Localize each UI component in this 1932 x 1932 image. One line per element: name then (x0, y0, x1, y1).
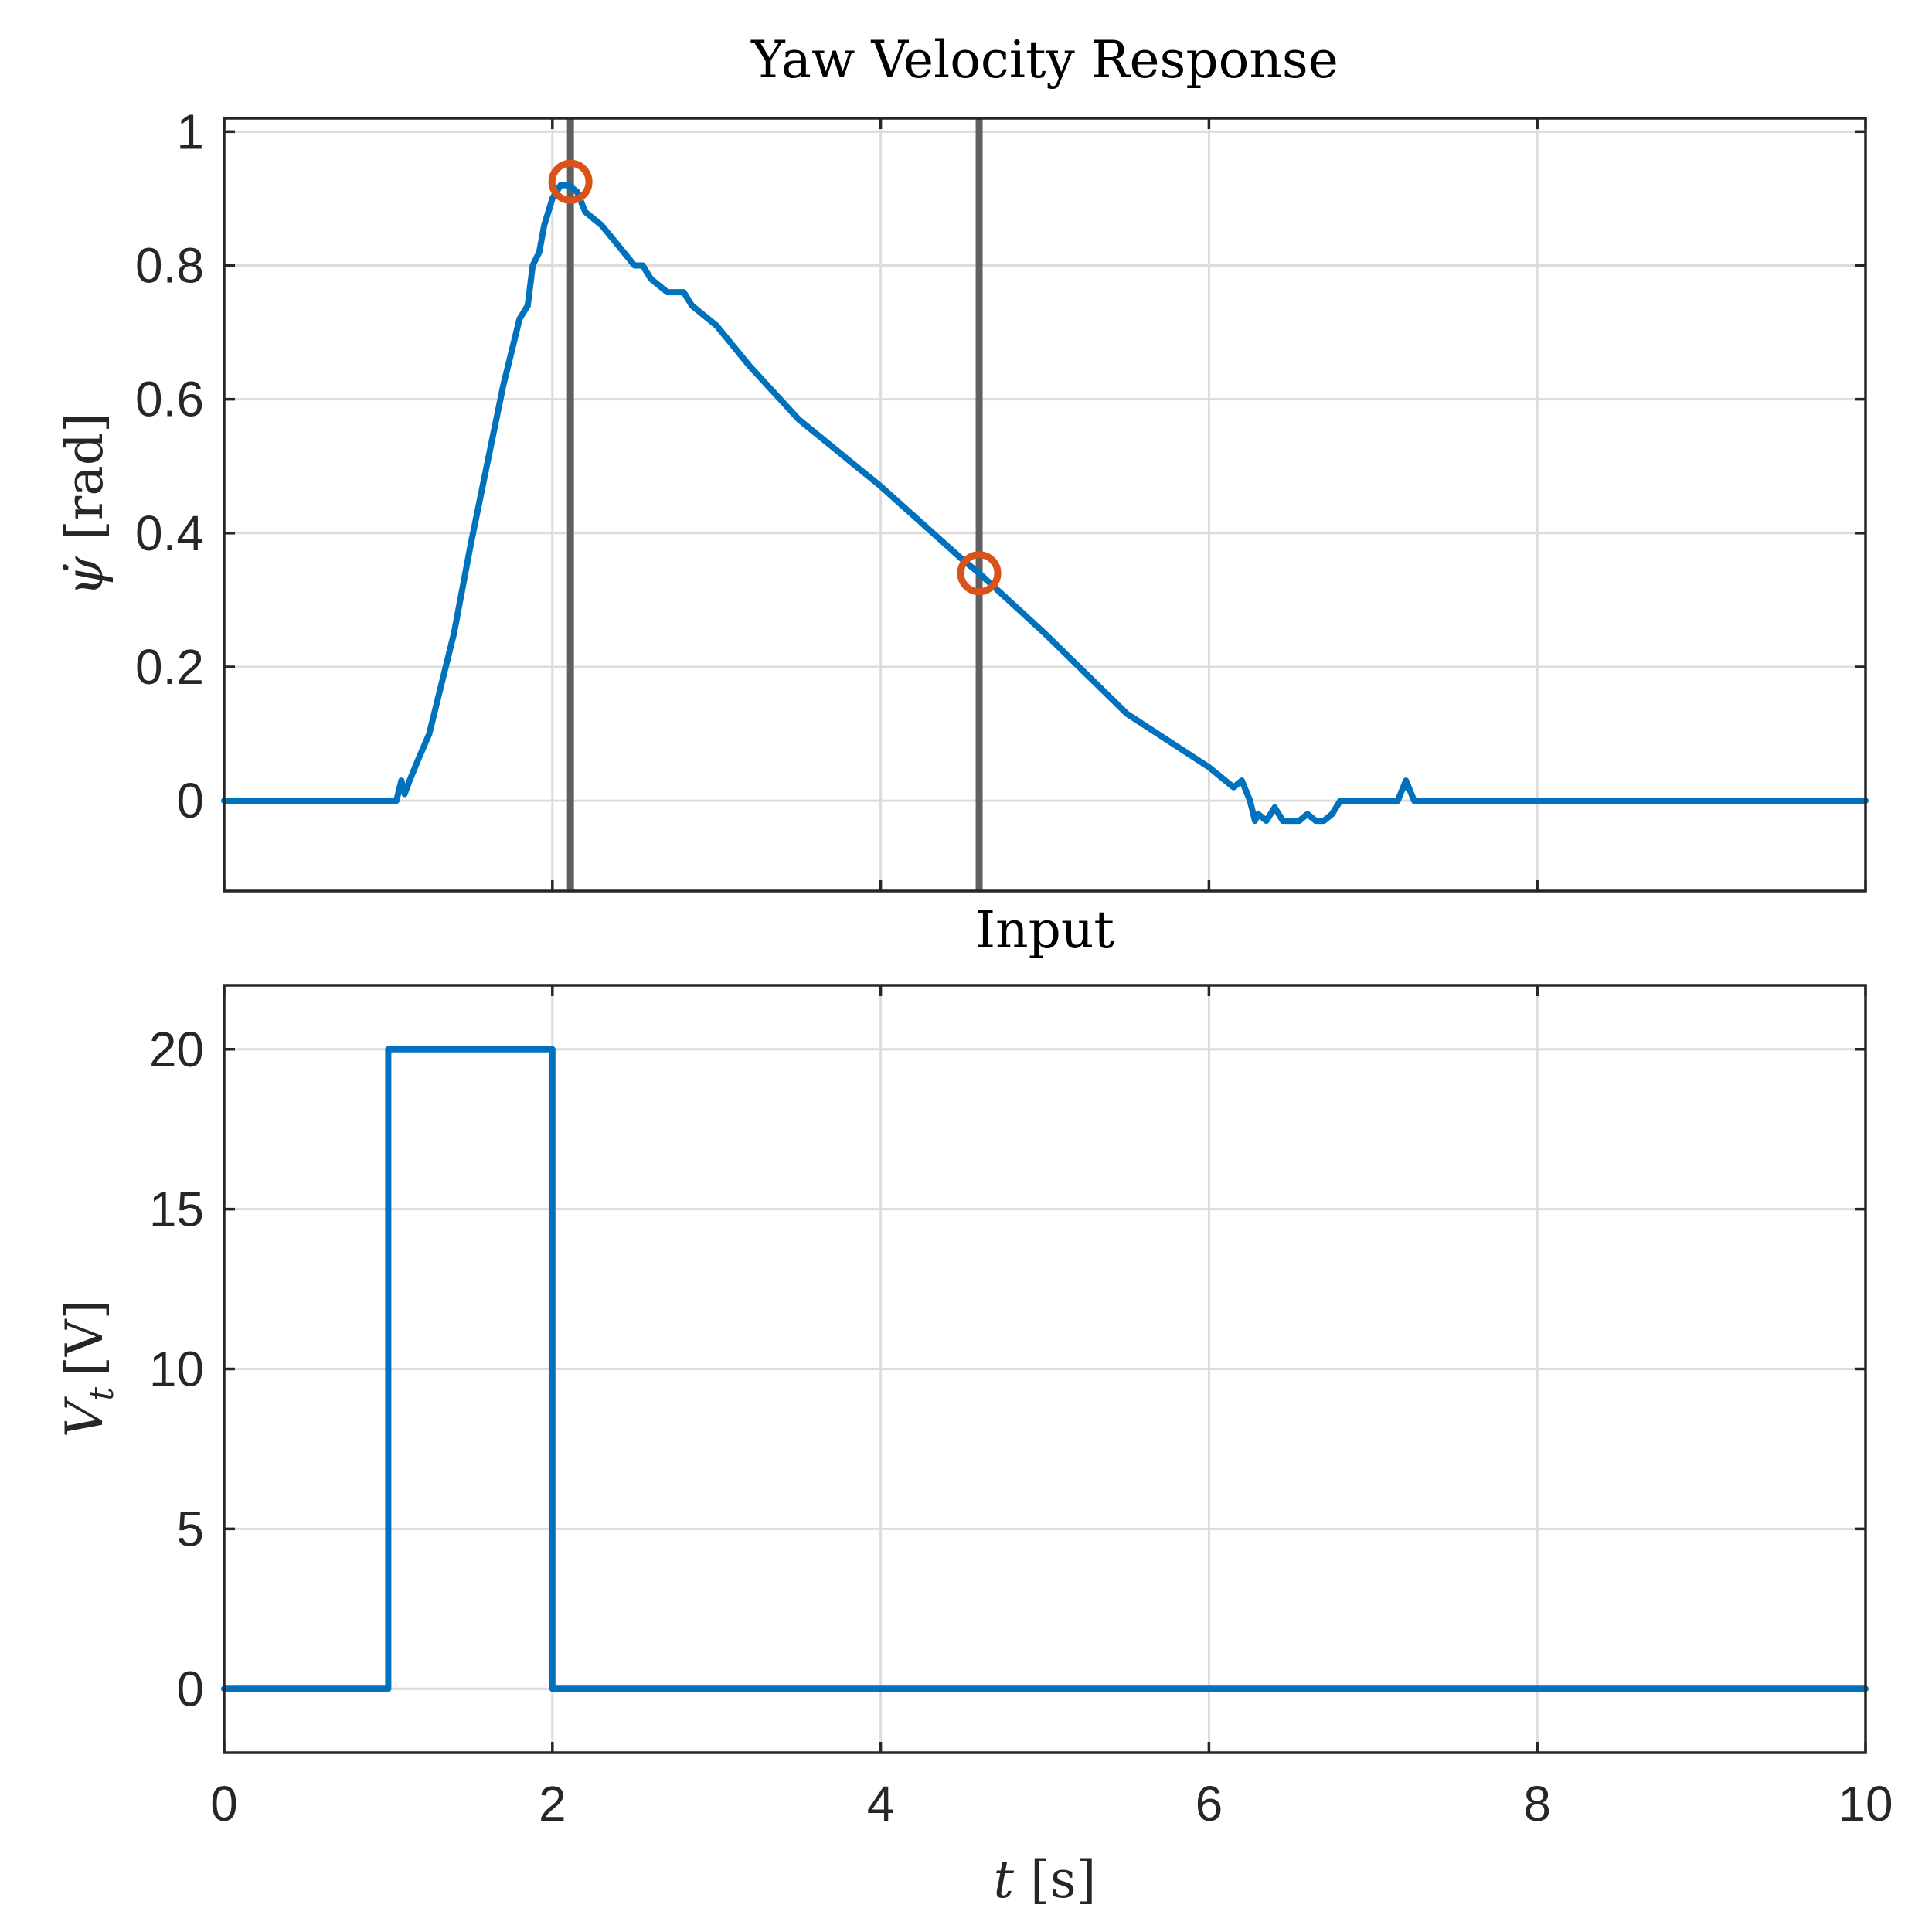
input-xtick-label: 8 (1523, 1776, 1551, 1832)
input-xtick-label: 0 (210, 1776, 238, 1832)
input-ticks: 0 2 4 6 8 10 0 5 10 15 20 (149, 985, 1893, 1832)
input-ytick-label: 15 (149, 1182, 204, 1237)
yaw-velocity-series-line (221, 182, 1869, 825)
input-ylabel: Vt [V] (55, 1300, 121, 1438)
yaw-velocity-ylabel-symbol: ψ̇ (55, 556, 114, 597)
yaw-velocity-axes: Yaw Velocity Response 0 0.2 0.4 0.6 0.8 1 ψ̇ … (55, 30, 1869, 893)
yaw-velocity-grid (224, 118, 1866, 891)
input-series (221, 1046, 1869, 1692)
input-title: Input (975, 900, 1114, 960)
yaw-velocity-ytick-label: 0.4 (135, 505, 204, 561)
input-ytick-label: 20 (149, 1022, 204, 1077)
yaw-velocity-series (221, 182, 1869, 825)
input-axes: Input 0 2 4 6 8 10 0 5 10 15 20 Vt [V] t [s] (55, 900, 1893, 1910)
yaw-velocity-circle-marker (548, 159, 593, 204)
input-xtick-label: 4 (867, 1776, 895, 1832)
input-ytick-label: 0 (176, 1661, 204, 1716)
input-xlabel-unit: [s] (1030, 1850, 1096, 1910)
yaw-velocity-ytick-label: 0 (176, 773, 204, 828)
input-ylabel-symbol: V (55, 1396, 114, 1437)
input-series-line (221, 1046, 1869, 1692)
input-xlabel-symbol: t (994, 1850, 1015, 1910)
yaw-velocity-frame (223, 117, 1867, 893)
input-ytick-label: 5 (176, 1501, 204, 1556)
input-grid (224, 985, 1866, 1753)
input-xtick-label: 2 (539, 1776, 566, 1832)
input-xtick-label: 6 (1196, 1776, 1223, 1832)
yaw-velocity-ylabel: ψ̇ [rad] (55, 413, 114, 596)
yaw-velocity-markers-lines (566, 118, 983, 891)
yaw-velocity-ytick-label: 0.6 (135, 372, 204, 427)
yaw-velocity-circle-marker (957, 551, 1002, 596)
input-ylabel-subscript: t (82, 1387, 121, 1401)
input-ylabel-unit: [V] (55, 1300, 114, 1376)
yaw-velocity-circle-markers (548, 159, 1002, 596)
yaw-velocity-title: Yaw Velocity Response (750, 30, 1338, 90)
input-xlabel: t [s] (994, 1850, 1097, 1910)
yaw-velocity-ytick-label: 0.8 (135, 237, 204, 293)
input-ytick-label: 10 (149, 1342, 204, 1397)
yaw-velocity-ytick-label: 1 (176, 104, 204, 159)
yaw-velocity-ticks: 0 0.2 0.4 0.6 0.8 1 (135, 104, 1867, 891)
input-frame (223, 984, 1867, 1754)
input-xtick-label: 10 (1838, 1776, 1893, 1832)
yaw-velocity-ylabel-unit: [rad] (55, 413, 114, 540)
yaw-velocity-ytick-label: 0.2 (135, 639, 204, 695)
